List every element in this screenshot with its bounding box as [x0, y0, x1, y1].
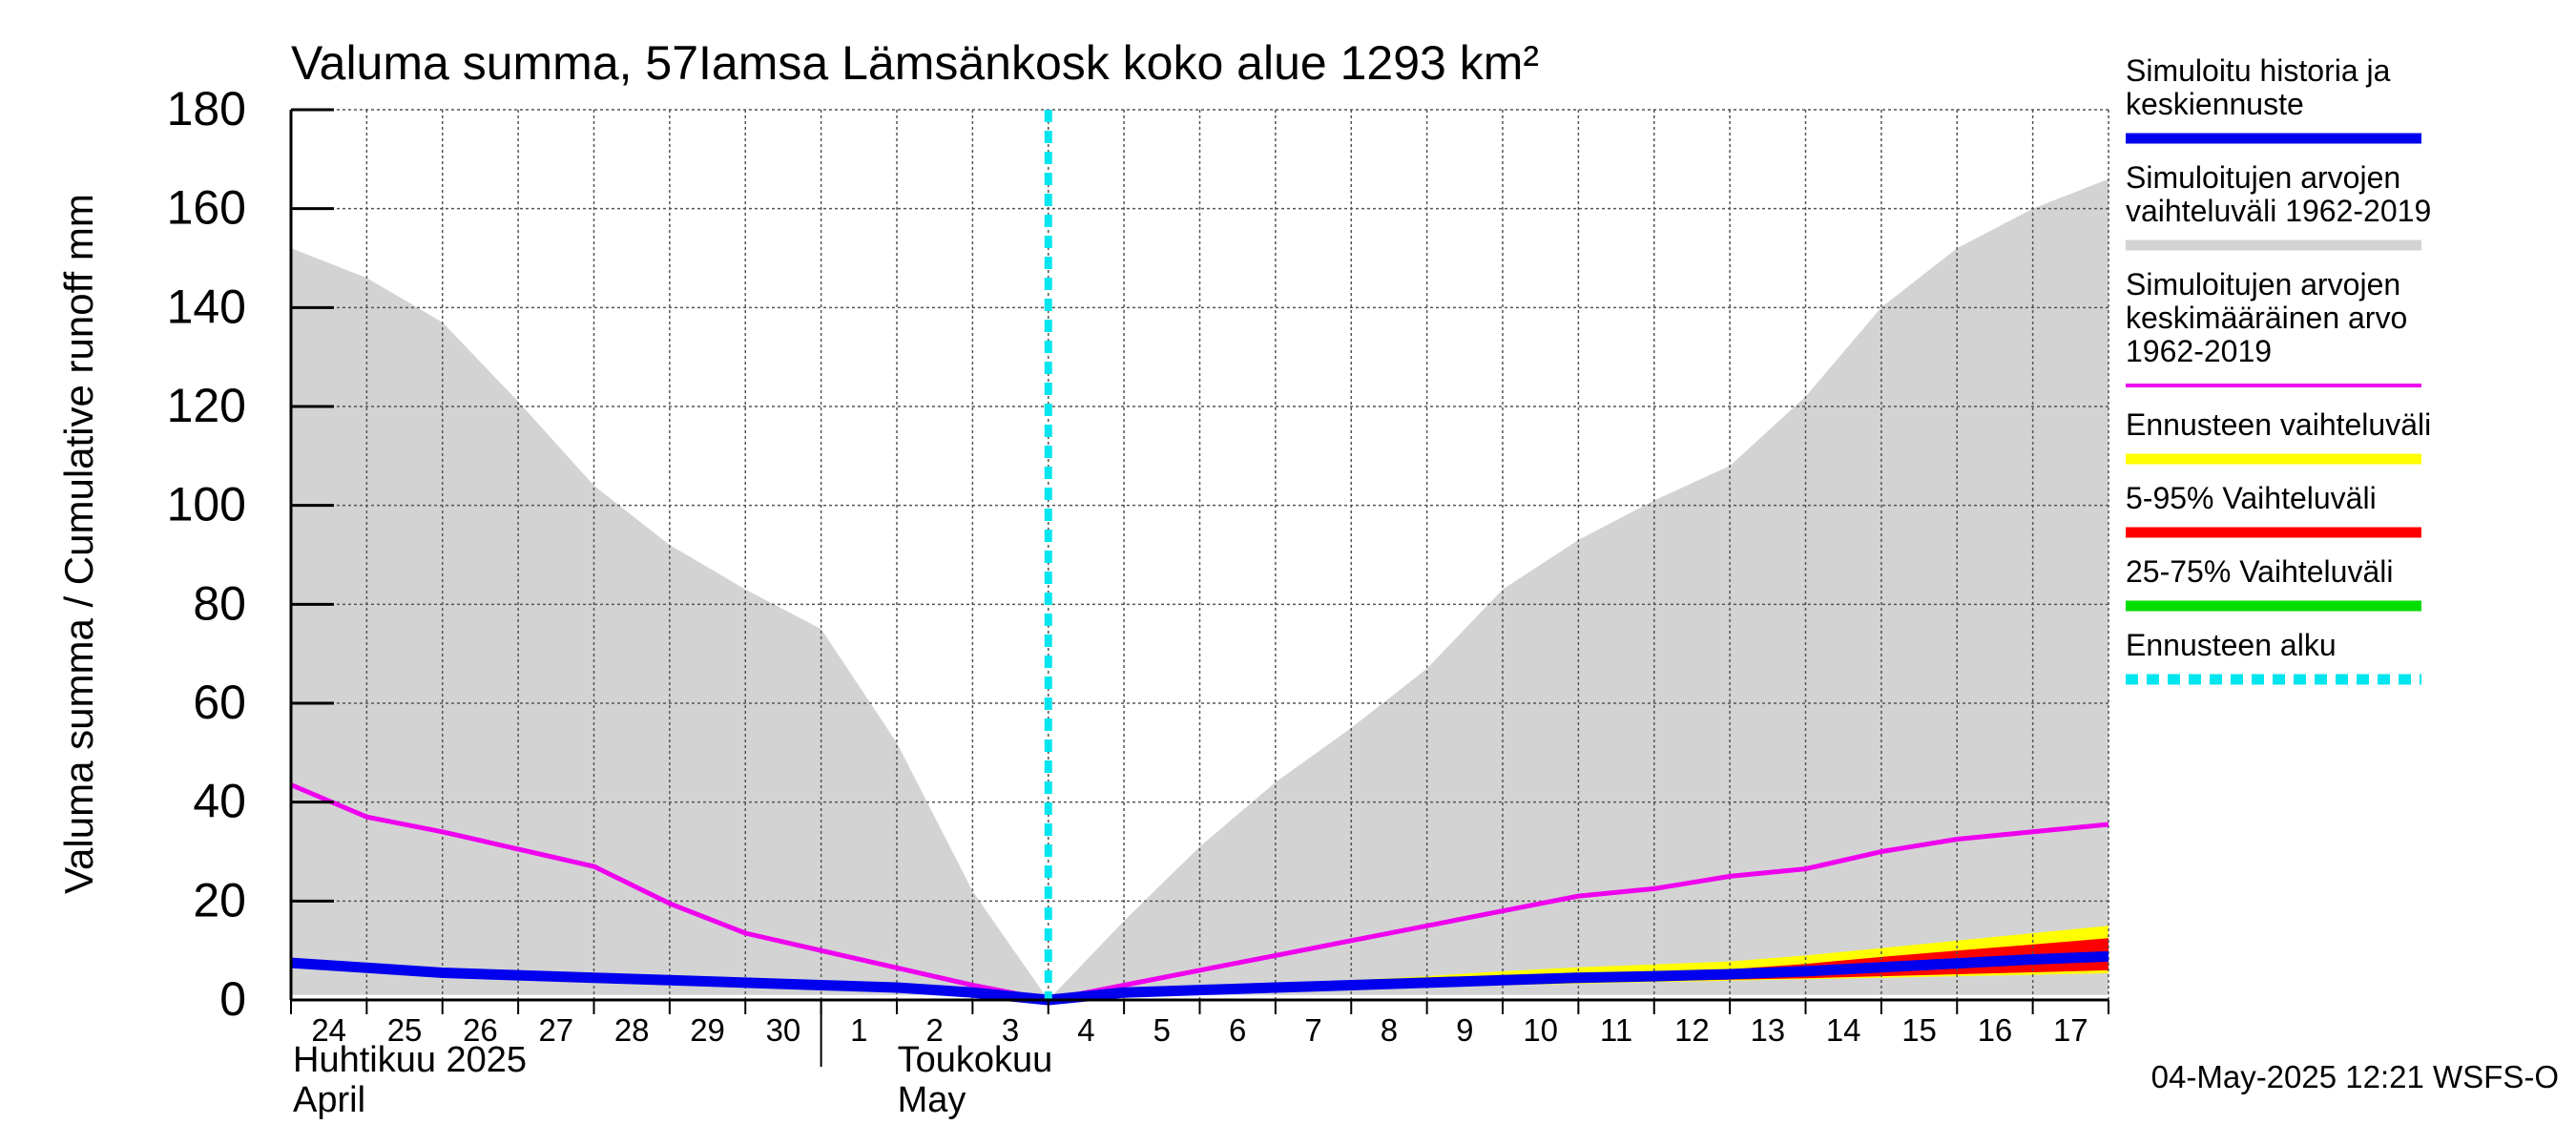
- band-layer: [291, 178, 2109, 1001]
- y-tick-label: 140: [167, 280, 246, 333]
- y-tick-label: 80: [193, 576, 246, 630]
- x-tick-label: 30: [766, 1012, 801, 1048]
- legend-label: Ennusteen alku: [2126, 628, 2337, 662]
- legend-label: Simuloitujen arvojen: [2126, 160, 2400, 195]
- x-tick-label: 11: [1600, 1012, 1632, 1048]
- x-tick-label: 5: [1153, 1012, 1171, 1048]
- x-tick-label: 25: [387, 1012, 423, 1048]
- legend-label: Simuloitu historia ja: [2126, 53, 2391, 88]
- x-tick-label: 7: [1304, 1012, 1321, 1048]
- x-tick-label: 2: [926, 1012, 944, 1048]
- y-tick-label: 160: [167, 181, 246, 235]
- x-tick-label: 9: [1456, 1012, 1473, 1048]
- y-tick-label: 100: [167, 478, 246, 531]
- x-tick-labels: 24 25 26 27 28 29 30 1 2 3 4 5 6 7 8 9 10 11 12 13 14 15 16 17: [311, 1012, 2088, 1048]
- legend-label: keskimääräinen arvo: [2126, 301, 2407, 335]
- legend-item: Ennusteen vaihteluväli: [2126, 407, 2431, 465]
- legend: Simuloitu historia jakeskiennusteSimuloi…: [2126, 53, 2431, 685]
- legend-label: 5-95% Vaihteluväli: [2126, 481, 2377, 515]
- month-label-fi: Toukokuu: [898, 1040, 1053, 1080]
- x-tick-label: 28: [614, 1012, 650, 1048]
- y-axis-label: Valuma summa / Cumulative runoff mm: [56, 194, 101, 894]
- axes: [289, 108, 2109, 1067]
- y-tick-label: 60: [193, 676, 246, 729]
- legend-label: Ennusteen vaihteluväli: [2126, 407, 2431, 442]
- timestamp: 04-May-2025 12:21 WSFS-O: [2151, 1059, 2559, 1094]
- legend-label: 25-75% Vaihteluväli: [2126, 554, 2393, 589]
- x-tick-label: 15: [1901, 1012, 1937, 1048]
- legend-label: keskiennuste: [2126, 87, 2304, 121]
- x-tick-label: 1: [850, 1012, 867, 1048]
- x-tick-label: 8: [1381, 1012, 1398, 1048]
- y-tick-label: 180: [167, 82, 246, 135]
- x-tick-label: 24: [311, 1012, 346, 1048]
- y-tick-label: 20: [193, 873, 246, 926]
- x-tick-label: 29: [690, 1012, 725, 1048]
- x-tick-label: 16: [1978, 1012, 2013, 1048]
- y-tick-label: 40: [193, 775, 246, 828]
- y-tick-label: 0: [219, 972, 246, 1026]
- x-tick-label: 3: [1002, 1012, 1019, 1048]
- legend-label: vaihteluväli 1962-2019: [2126, 194, 2431, 228]
- month-label-en: April: [293, 1080, 365, 1120]
- x-tick-label: 27: [538, 1012, 573, 1048]
- legend-item: 5-95% Vaihteluväli: [2126, 481, 2421, 538]
- x-tick-label: 6: [1229, 1012, 1246, 1048]
- x-tick-label: 14: [1826, 1012, 1861, 1048]
- x-tick-label: 12: [1674, 1012, 1710, 1048]
- month-label-en: May: [898, 1080, 966, 1120]
- x-tick-label: 17: [2053, 1012, 2088, 1048]
- x-tick-label: 4: [1077, 1012, 1094, 1048]
- x-tick-label: 13: [1750, 1012, 1785, 1048]
- x-tick-label: 26: [463, 1012, 498, 1048]
- legend-item: Ennusteen alku: [2126, 628, 2421, 685]
- legend-item: 25-75% Vaihteluväli: [2126, 554, 2421, 612]
- line-mean: [290, 782, 2109, 1003]
- y-tick-labels: 0 20 40 60 80 100 120 140 160 180: [167, 82, 246, 1026]
- x-tick-label: 10: [1523, 1012, 1558, 1048]
- chart-title: Valuma summa, 57Iamsa Lämsänkosk koko al…: [291, 36, 1539, 90]
- y-tick-label: 120: [167, 379, 246, 432]
- band-range: [291, 178, 2109, 1001]
- month-label-fi: Huhtikuu 2025: [293, 1040, 527, 1080]
- legend-label: 1962-2019: [2126, 334, 2272, 368]
- line-layer: [290, 782, 2109, 1006]
- line-hist: [290, 950, 2109, 1006]
- legend-label: Simuloitujen arvojen: [2126, 267, 2400, 302]
